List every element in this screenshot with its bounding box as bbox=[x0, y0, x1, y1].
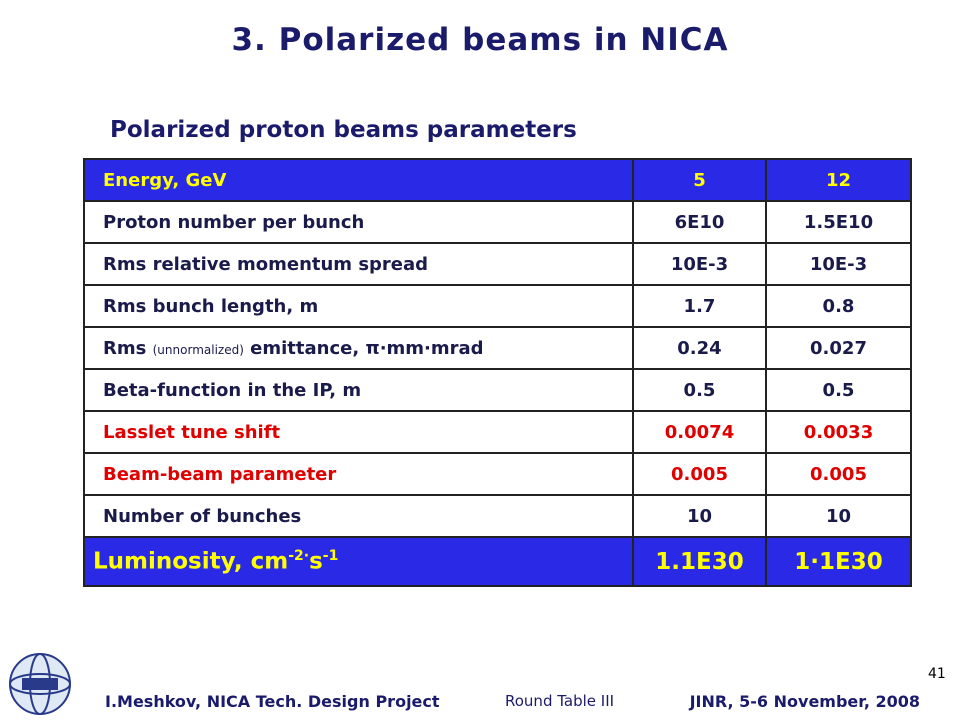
page-number: 41 bbox=[928, 666, 946, 682]
table-row: Luminosity, cm-2·s-1 1.1E30 1·1E30 bbox=[83, 536, 912, 587]
header-cell: 12 bbox=[765, 158, 912, 202]
cell: 0.027 bbox=[765, 326, 912, 370]
slide-subtitle: Polarized proton beams parameters bbox=[110, 117, 577, 143]
footer-author: I.Meshkov, NICA Tech. Design Project bbox=[105, 692, 440, 711]
table-row: Rms bunch length, m 1.7 0.8 bbox=[83, 284, 912, 328]
cell: 10 bbox=[765, 494, 912, 538]
cell: 10E-3 bbox=[632, 242, 767, 286]
label-part: Rms bbox=[103, 337, 147, 359]
label-note: (unnormalized) bbox=[152, 342, 244, 357]
table-row: Number of bunches 10 10 bbox=[83, 494, 912, 538]
cell: 0.005 bbox=[765, 452, 912, 496]
label-sup: -1 bbox=[322, 548, 339, 565]
table-row: Beta-function in the IP, m 0.5 0.5 bbox=[83, 368, 912, 412]
row-label: Proton number per bunch bbox=[83, 200, 634, 244]
table-row: Lasslet tune shift 0.0074 0.0033 bbox=[83, 410, 912, 454]
jinr-logo bbox=[9, 653, 71, 715]
footer-event: Round Table III bbox=[505, 692, 615, 710]
cell: 1.5E10 bbox=[765, 200, 912, 244]
cell: 0.0033 bbox=[765, 410, 912, 454]
cell: 10E-3 bbox=[765, 242, 912, 286]
label-part: emittance, π·mm·mrad bbox=[250, 337, 484, 359]
cell: 1·1E30 bbox=[765, 536, 912, 587]
cell: 0.5 bbox=[632, 368, 767, 412]
table-header-row: Energy, GeV 5 12 bbox=[83, 158, 912, 202]
cell: 0.5 bbox=[765, 368, 912, 412]
row-label: Beta-function in the IP, m bbox=[83, 368, 634, 412]
footer-place-date: JINR, 5-6 November, 2008 bbox=[689, 692, 920, 711]
row-label: Rms relative momentum spread bbox=[83, 242, 634, 286]
cell: 0.005 bbox=[632, 452, 767, 496]
parameters-table: Energy, GeV 5 12 Proton number per bunch… bbox=[83, 158, 912, 587]
row-label: Lasslet tune shift bbox=[83, 410, 634, 454]
table-row: Rms relative momentum spread 10E-3 10E-3 bbox=[83, 242, 912, 286]
slide-title: 3. Polarized beams in NICA bbox=[231, 22, 729, 58]
cell: 10 bbox=[632, 494, 767, 538]
cell: 0.24 bbox=[632, 326, 767, 370]
header-cell: 5 bbox=[632, 158, 767, 202]
row-label: Beam-beam parameter bbox=[83, 452, 634, 496]
table-row: Proton number per bunch 6E10 1.5E10 bbox=[83, 200, 912, 244]
table-row: Rms (unnormalized) emittance, π·mm·mrad … bbox=[83, 326, 912, 370]
row-label: Rms bunch length, m bbox=[83, 284, 634, 328]
label-sup: -2· bbox=[288, 548, 310, 565]
cell: 0.8 bbox=[765, 284, 912, 328]
row-label: Luminosity, cm-2·s-1 bbox=[83, 536, 634, 587]
label-part: s bbox=[309, 548, 323, 575]
header-cell: Energy, GeV bbox=[83, 158, 634, 202]
label-part: Luminosity, cm bbox=[93, 548, 289, 575]
cell: 0.0074 bbox=[632, 410, 767, 454]
cell: 1.1E30 bbox=[632, 536, 767, 587]
cell: 1.7 bbox=[632, 284, 767, 328]
row-label: Number of bunches bbox=[83, 494, 634, 538]
row-label: Rms (unnormalized) emittance, π·mm·mrad bbox=[83, 326, 634, 370]
table-row: Beam-beam parameter 0.005 0.005 bbox=[83, 452, 912, 496]
cell: 6E10 bbox=[632, 200, 767, 244]
